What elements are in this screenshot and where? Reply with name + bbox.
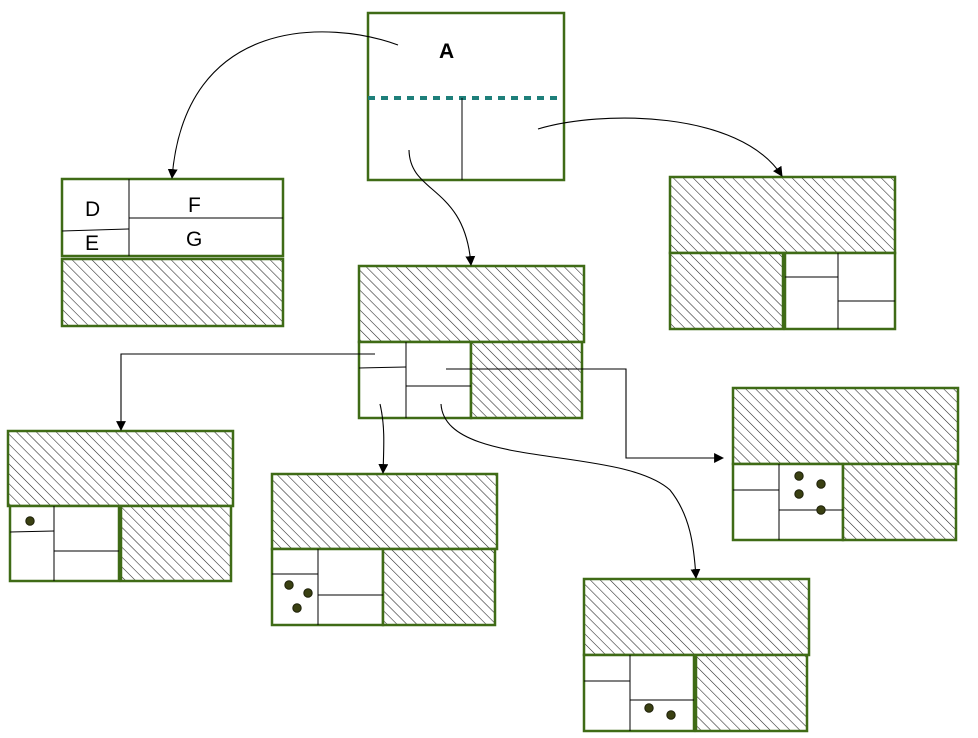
arrow-center-to-bottom-left bbox=[116, 353, 375, 431]
arrow-center-to-bottom-middle bbox=[378, 403, 389, 474]
point-dot bbox=[303, 588, 313, 598]
node-bottom-left bbox=[6, 429, 235, 583]
node-right-middle bbox=[731, 386, 960, 542]
point-dot bbox=[292, 603, 302, 613]
point-dot bbox=[816, 479, 826, 489]
hatched-region bbox=[582, 577, 811, 657]
arrow-center-to-right-middle bbox=[446, 368, 724, 463]
node-bottom-right bbox=[582, 577, 811, 733]
hatched-region bbox=[731, 386, 960, 466]
label-e: E bbox=[85, 232, 99, 255]
point-dot bbox=[644, 703, 654, 713]
point-dot bbox=[816, 505, 826, 515]
hatched-region bbox=[668, 175, 897, 255]
point-dot bbox=[25, 516, 35, 526]
node-bottom-middle bbox=[270, 472, 499, 627]
arrow-a-to-defg bbox=[167, 31, 399, 179]
hatched-region bbox=[357, 264, 586, 344]
node-defg: D E F G bbox=[60, 177, 285, 328]
point-dot bbox=[284, 580, 294, 590]
label-g: G bbox=[186, 228, 202, 251]
point-dot bbox=[794, 471, 804, 481]
node-right-top bbox=[668, 175, 897, 331]
node-a-label: A bbox=[439, 40, 454, 63]
node-center bbox=[357, 264, 586, 420]
arrow-a-to-right-top bbox=[537, 117, 783, 177]
point-dot bbox=[794, 489, 804, 499]
hatched-region bbox=[270, 472, 499, 551]
node-a: A bbox=[366, 11, 566, 182]
label-f: F bbox=[188, 194, 201, 217]
hatched-region bbox=[60, 257, 285, 328]
arrow-center-to-bottom-right bbox=[440, 403, 701, 579]
hatched-region bbox=[6, 429, 235, 508]
arrow-a-to-center bbox=[408, 149, 476, 266]
point-dot bbox=[666, 710, 676, 720]
label-d: D bbox=[85, 198, 100, 221]
